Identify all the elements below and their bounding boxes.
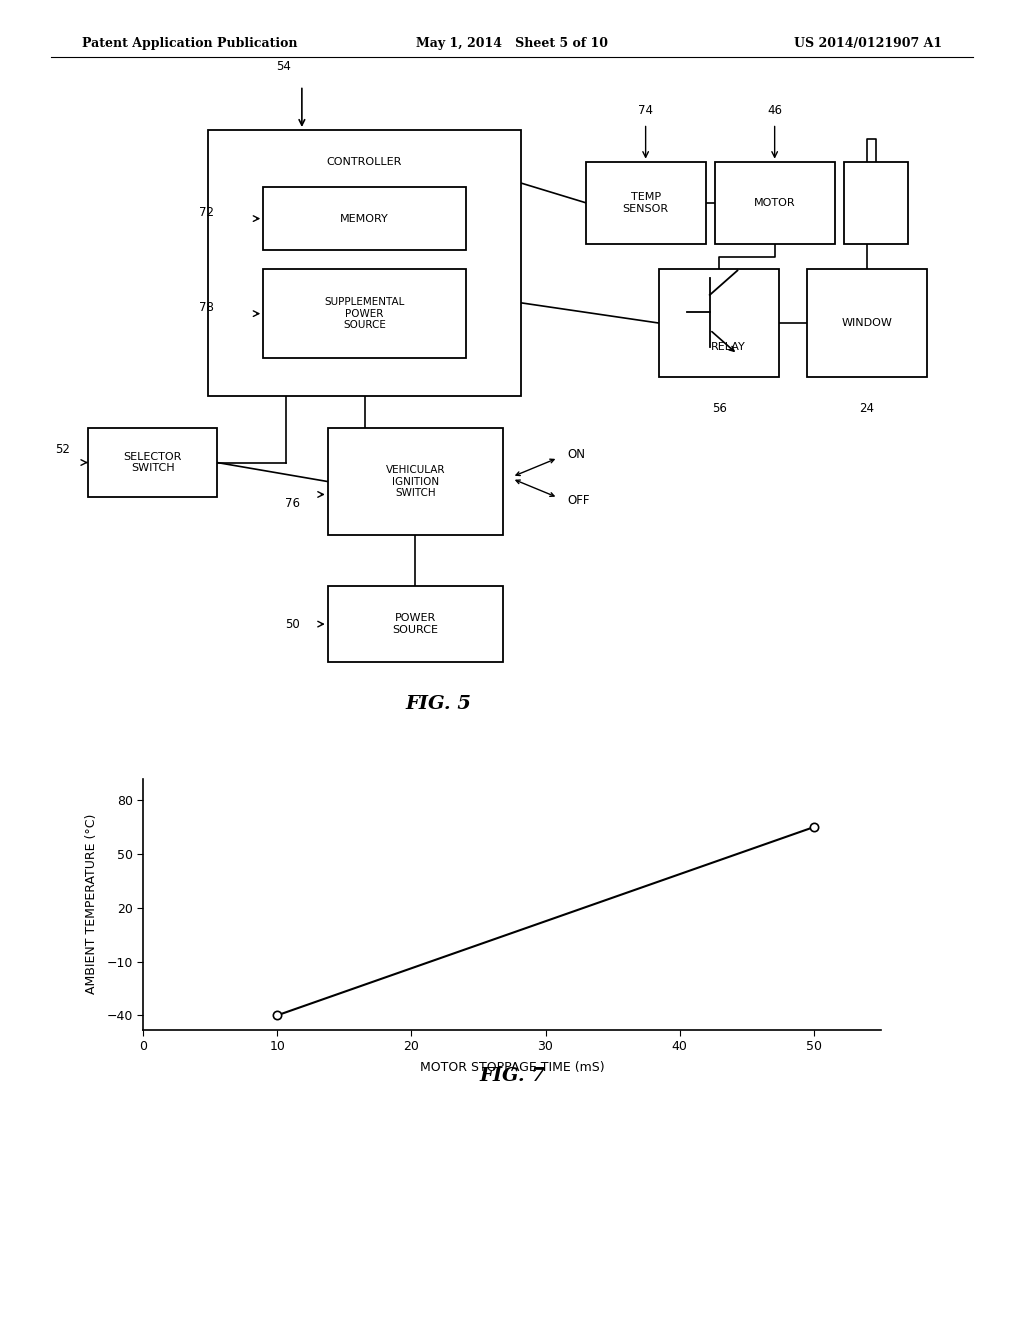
Text: US 2014/0121907 A1: US 2014/0121907 A1 (794, 37, 942, 50)
Text: 24: 24 (859, 403, 874, 416)
Text: SELECTOR
SWITCH: SELECTOR SWITCH (123, 451, 182, 474)
Text: 52: 52 (54, 444, 70, 457)
Text: FIG. 7: FIG. 7 (479, 1067, 545, 1085)
Text: 54: 54 (276, 59, 291, 73)
Text: 56: 56 (712, 403, 727, 416)
Bar (328, 586, 503, 663)
Bar (263, 187, 466, 251)
Text: 74: 74 (638, 104, 653, 117)
Text: RELAY: RELAY (712, 342, 745, 352)
Text: MOTOR: MOTOR (754, 198, 796, 207)
Text: May 1, 2014   Sheet 5 of 10: May 1, 2014 Sheet 5 of 10 (416, 37, 608, 50)
Bar (328, 428, 503, 536)
Text: ON: ON (567, 449, 586, 461)
Text: FIG. 5: FIG. 5 (406, 694, 471, 713)
Text: WINDOW: WINDOW (842, 318, 892, 329)
Bar (586, 161, 706, 244)
Text: OFF: OFF (567, 495, 590, 507)
Bar (659, 269, 779, 378)
Text: POWER
SOURCE: POWER SOURCE (392, 614, 438, 635)
Bar (807, 269, 927, 378)
Text: 72: 72 (199, 206, 214, 219)
Bar (844, 161, 908, 244)
Bar (715, 161, 835, 244)
Text: 50: 50 (286, 618, 300, 631)
Text: MEMORY: MEMORY (340, 214, 389, 223)
Text: Patent Application Publication: Patent Application Publication (82, 37, 297, 50)
Bar (208, 129, 521, 396)
Text: 76: 76 (285, 496, 300, 510)
Y-axis label: AMBIENT TEMPERATURE (°C): AMBIENT TEMPERATURE (°C) (85, 814, 98, 994)
Text: 46: 46 (767, 104, 782, 117)
Text: 78: 78 (199, 301, 214, 314)
Text: SUPPLEMENTAL
POWER
SOURCE: SUPPLEMENTAL POWER SOURCE (325, 297, 404, 330)
Text: VEHICULAR
IGNITION
SWITCH: VEHICULAR IGNITION SWITCH (385, 465, 445, 498)
Bar (88, 428, 217, 498)
X-axis label: MOTOR STOPPAGE TIME (mS): MOTOR STOPPAGE TIME (mS) (420, 1061, 604, 1074)
Bar (263, 269, 466, 358)
Text: CONTROLLER: CONTROLLER (327, 157, 402, 166)
Text: TEMP
SENSOR: TEMP SENSOR (623, 191, 669, 214)
